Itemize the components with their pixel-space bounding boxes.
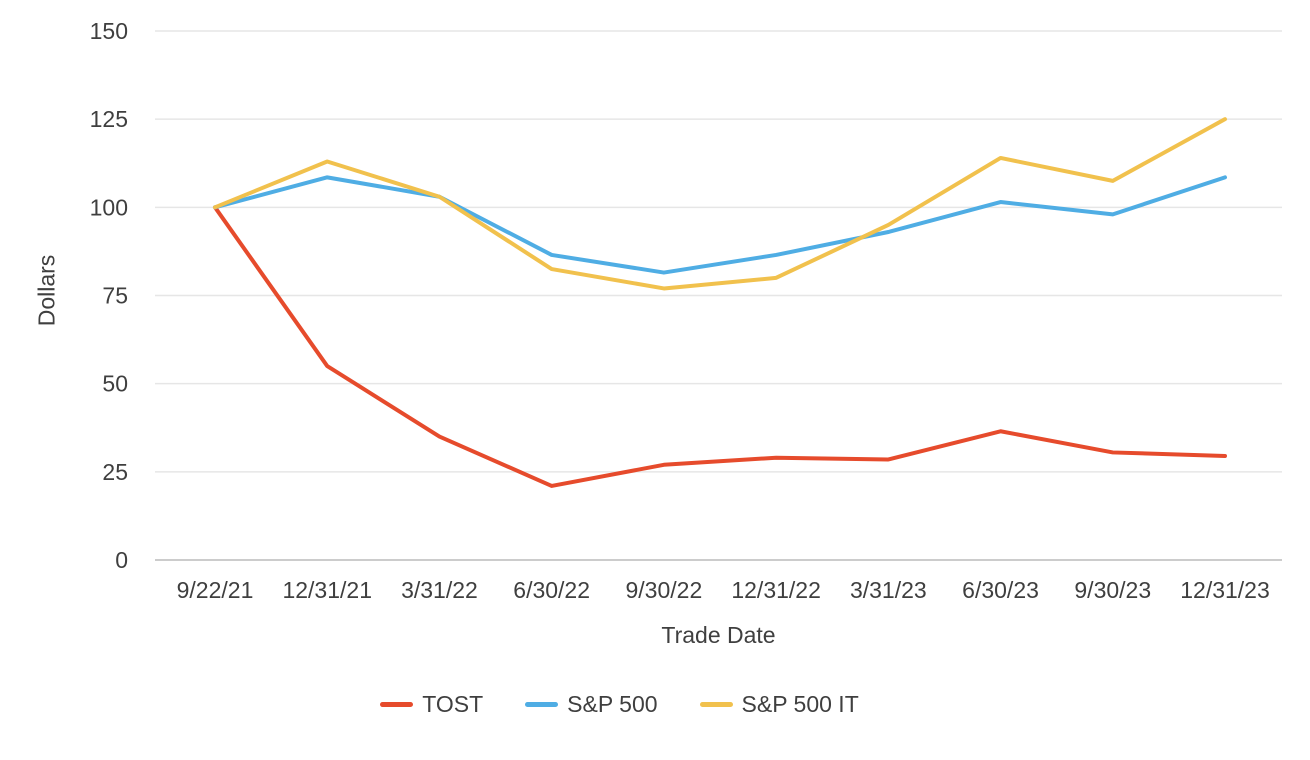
y-tick-label: 25 <box>102 459 128 485</box>
legend: TOST S&P 500 S&P 500 IT <box>0 691 1239 718</box>
y-tick-label: 0 <box>115 547 128 573</box>
x-tick-label: 12/31/23 <box>1180 577 1270 603</box>
legend-label: TOST <box>422 691 484 717</box>
x-tick-label: 6/30/23 <box>962 577 1039 603</box>
y-tick-label: 50 <box>102 371 128 397</box>
y-tick-label: 100 <box>90 194 128 220</box>
x-tick-label: 9/30/22 <box>626 577 703 603</box>
legend-label: S&P 500 <box>567 691 658 717</box>
plot-area: 0 25 50 75 100 125 150 9/22/21 12/31/21 3/31/22 6/… <box>90 18 1282 603</box>
series-line-tost <box>213 205 1227 488</box>
x-axis-title: Trade Date <box>661 622 776 648</box>
legend-item-s-p-500-it: S&P 500 IT <box>699 691 859 718</box>
y-tick-label: 125 <box>90 106 128 132</box>
x-tick-label: 9/30/23 <box>1074 577 1151 603</box>
series-line-s-p-500 <box>213 175 1227 275</box>
legend-swatch-s-p-500-it <box>699 702 733 707</box>
x-tick-label: 12/31/22 <box>731 577 821 603</box>
legend-item-s-p-500: S&P 500 <box>525 691 658 718</box>
legend-swatch-tost <box>380 702 414 707</box>
series-line-s-p-500-it <box>213 117 1227 291</box>
legend-swatch-s-p-500 <box>525 702 559 707</box>
x-tick-label: 12/31/21 <box>282 577 372 603</box>
x-tick-label: 3/31/22 <box>401 577 478 603</box>
y-tick-label: 75 <box>102 283 128 309</box>
legend-item-tost: TOST <box>380 691 483 718</box>
y-axis-title: Dollars <box>33 254 60 327</box>
legend-label: S&P 500 IT <box>741 691 859 717</box>
x-tick-label: 3/31/23 <box>850 577 927 603</box>
y-tick-label: 150 <box>90 18 128 44</box>
x-tick-label: 6/30/22 <box>513 577 590 603</box>
x-tick-label: 9/22/21 <box>177 577 254 603</box>
